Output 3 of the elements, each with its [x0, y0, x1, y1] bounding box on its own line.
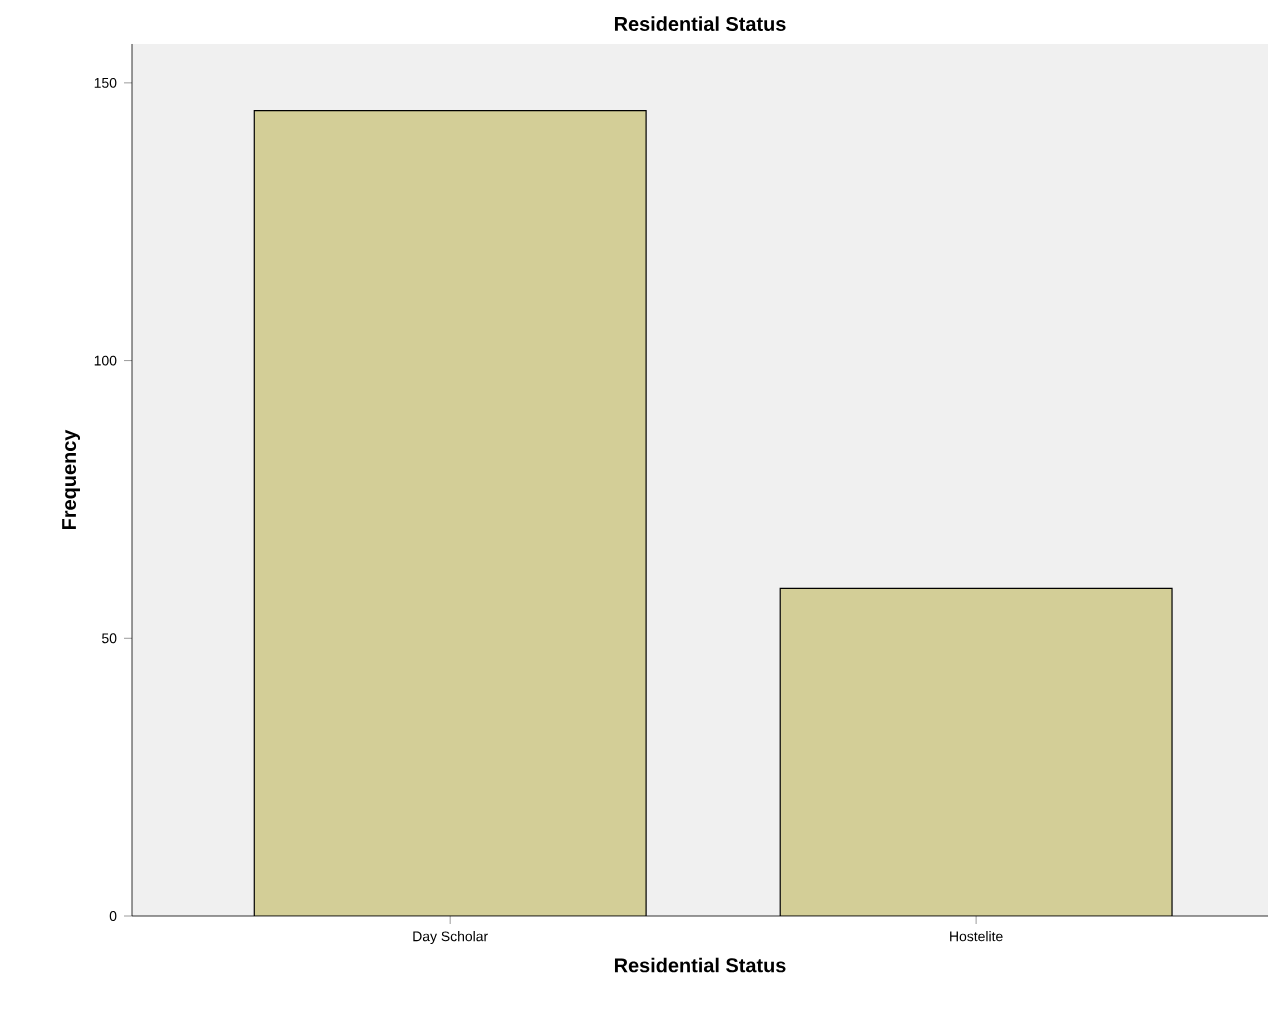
y-axis-title: Frequency — [62, 429, 80, 530]
x-axis-title: Residential Status — [614, 957, 786, 973]
chart-title: Residential Status — [614, 16, 786, 31]
